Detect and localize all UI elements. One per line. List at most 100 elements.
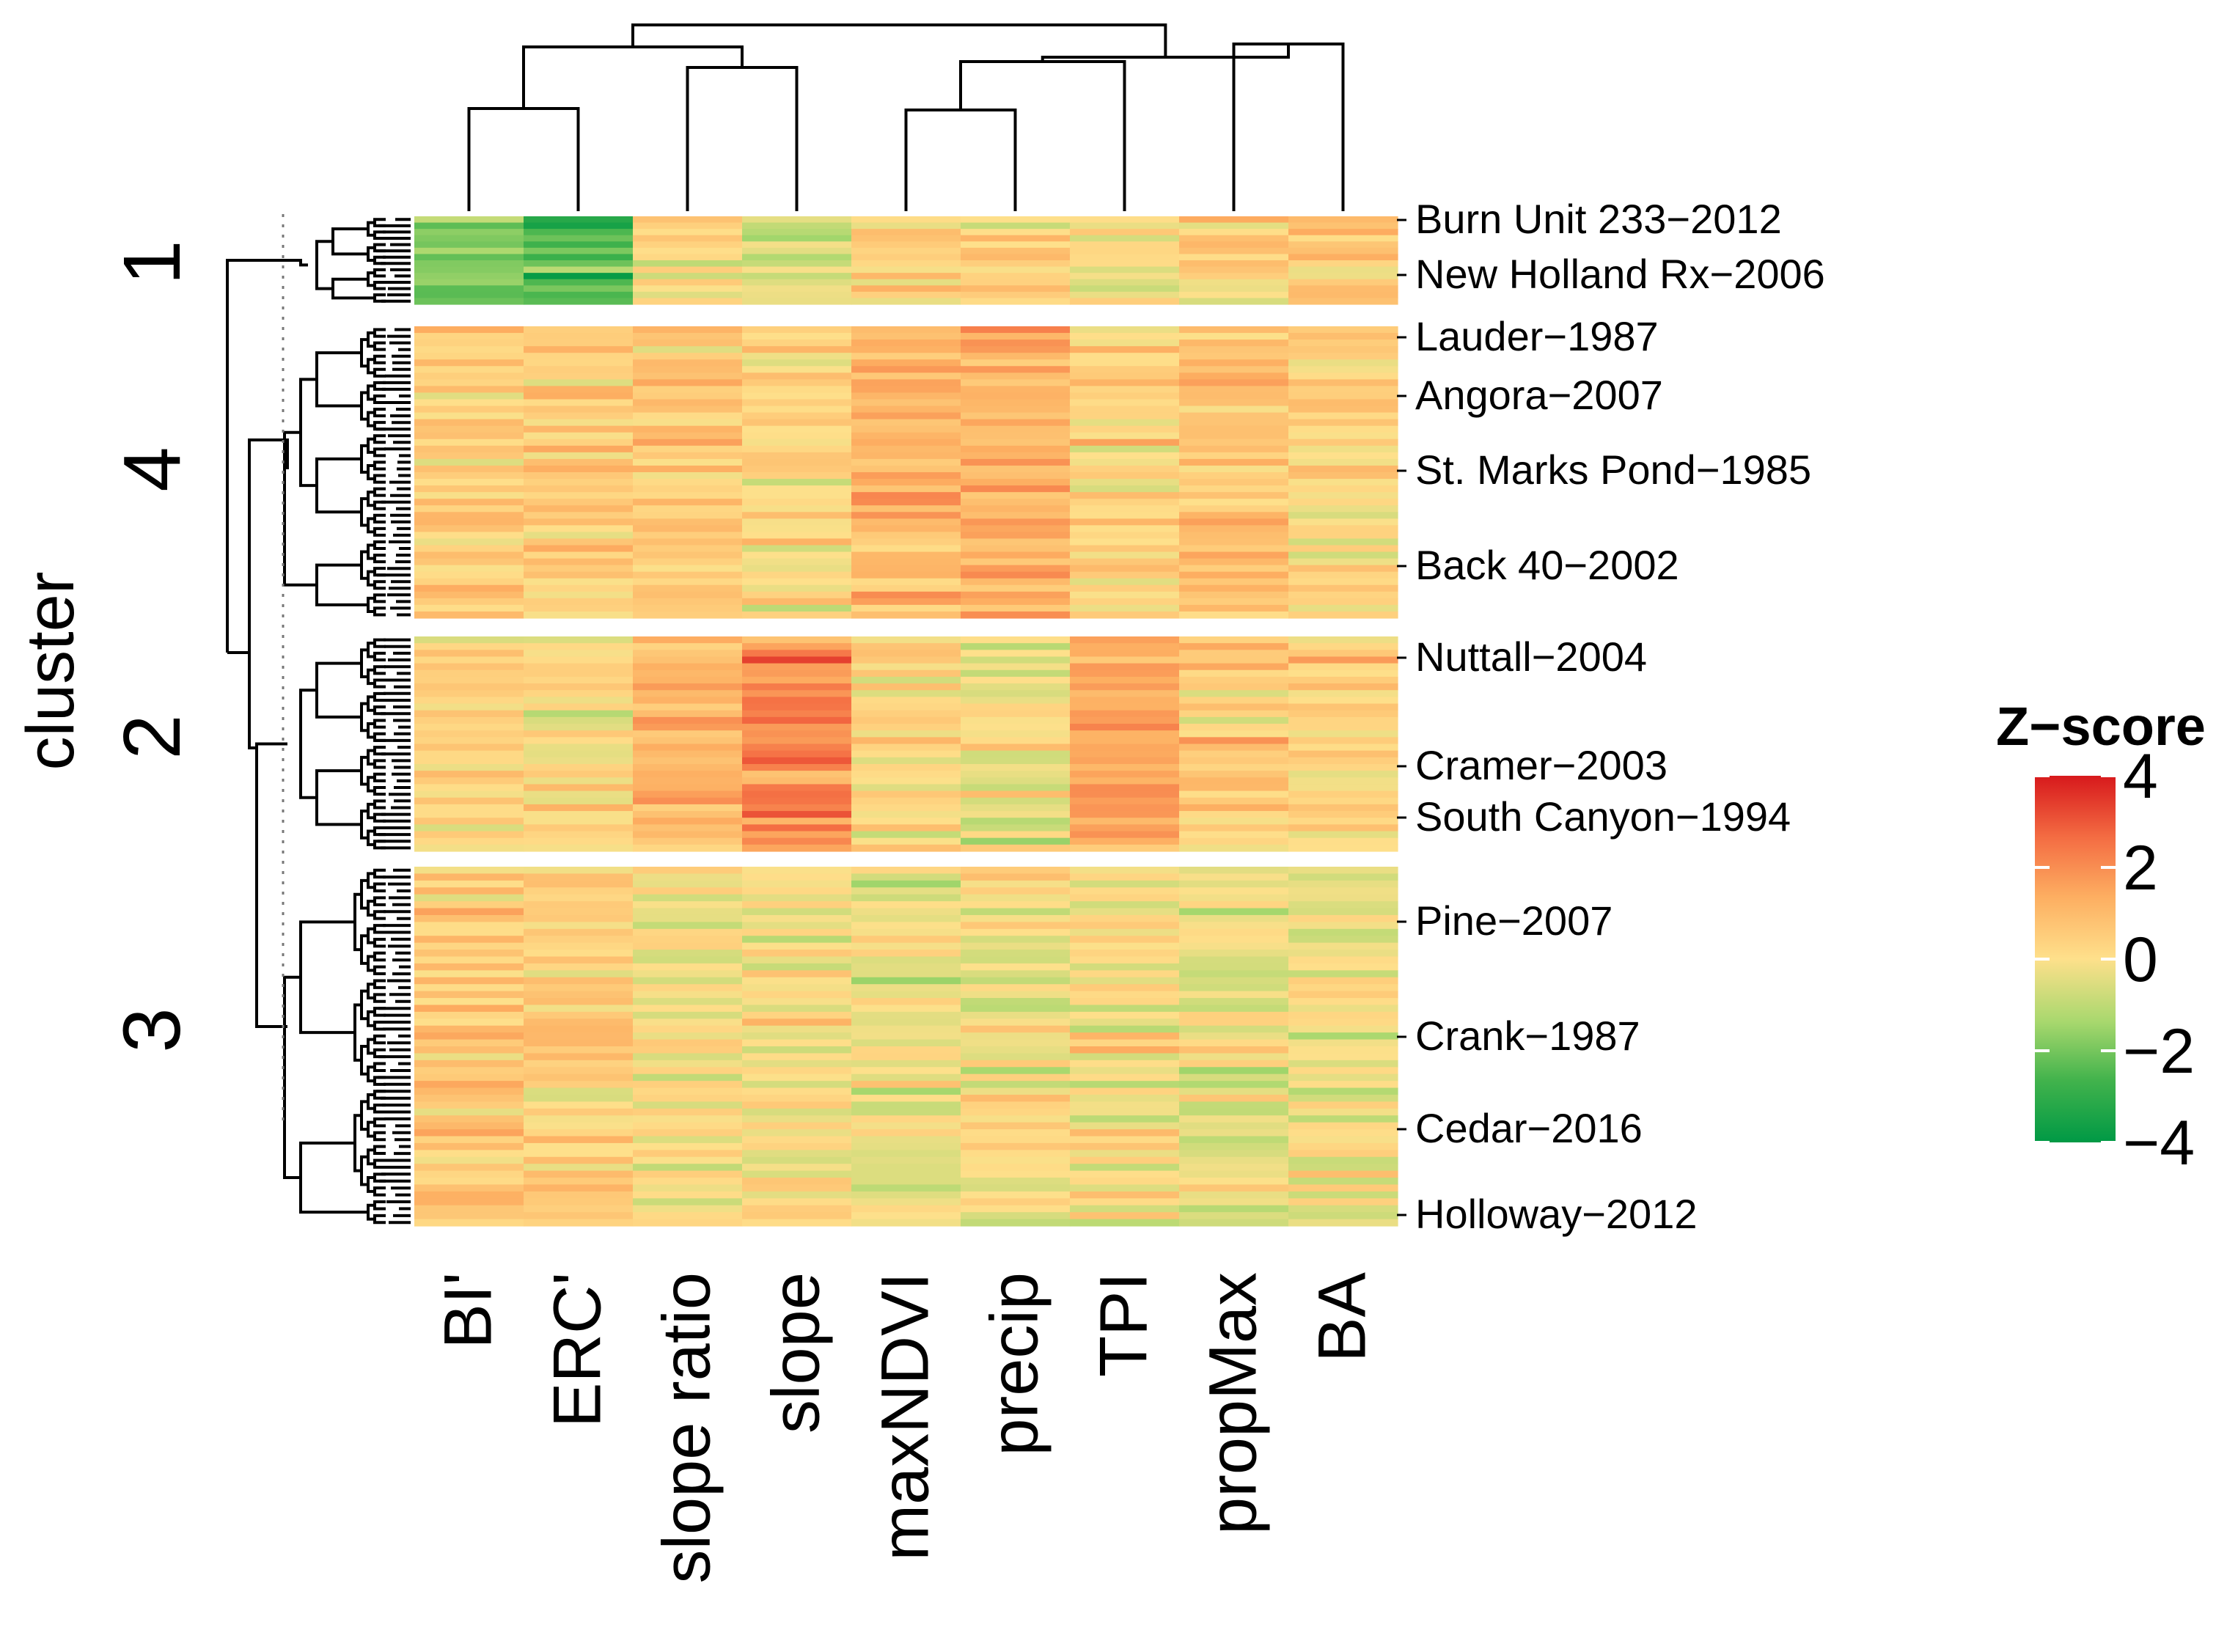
heatmap-cell [742, 1011, 852, 1019]
heatmap-cell [414, 1108, 524, 1116]
heatmap-cell [1070, 372, 1180, 380]
heatmap-cell [1070, 784, 1180, 792]
heatmap-cell [851, 565, 961, 573]
heatmap-cell [961, 730, 1071, 738]
heatmap-cell [414, 266, 524, 274]
heatmap-cell [524, 763, 634, 771]
heatmap-cell [1288, 784, 1398, 792]
heatmap-cell [1179, 837, 1289, 845]
heatmap-cell [851, 636, 961, 644]
heatmap-cell [414, 1164, 524, 1172]
heatmap-cell [633, 379, 743, 387]
dendrogram-link [373, 1048, 386, 1059]
heatmap-cell [1288, 333, 1398, 340]
dendrogram-link [373, 580, 386, 590]
heatmap-cell [1288, 950, 1398, 958]
heatmap-cell [1288, 366, 1398, 373]
heatmap-cell [961, 465, 1071, 473]
heatmap-cell [1288, 505, 1398, 513]
heatmap-cell [1070, 235, 1180, 242]
heatmap-cell [633, 1094, 743, 1102]
heatmap-cell [742, 611, 852, 619]
heatmap-cell [524, 970, 634, 978]
heatmap-cell [1179, 663, 1289, 671]
dendrogram-link [373, 1104, 386, 1114]
heatmap-cell [742, 386, 852, 394]
heatmap-cell [524, 1025, 634, 1033]
heatmap-cell [633, 956, 743, 964]
heatmap-cell [742, 438, 852, 447]
heatmap-cell [961, 744, 1071, 752]
heatmap-cell [742, 499, 852, 506]
dendrogram-link [373, 1186, 386, 1197]
heatmap-cell [961, 438, 1071, 447]
heatmap-cell [633, 452, 743, 460]
heatmap-cell [1288, 818, 1398, 825]
dendrogram-link [373, 255, 386, 265]
heatmap-cell [961, 339, 1071, 347]
heatmap-cell [414, 730, 524, 738]
heatmap-cell [851, 777, 961, 785]
heatmap-cell [524, 445, 634, 453]
heatmap-cell [961, 458, 1071, 466]
dendrogram-link [373, 1117, 386, 1128]
heatmap-cell [1179, 1115, 1289, 1123]
heatmap-cell [633, 683, 743, 691]
heatmap-cell [1179, 724, 1289, 731]
heatmap-cell [742, 291, 852, 299]
heatmap-cell [851, 538, 961, 546]
heatmap-cell [1288, 824, 1398, 832]
heatmap-cell [1070, 479, 1180, 486]
heatmap-cell [1288, 650, 1398, 658]
heatmap-cell [1288, 643, 1398, 650]
heatmap-cell [742, 1129, 852, 1137]
heatmap-cell [961, 1164, 1071, 1172]
heatmap-cell [961, 824, 1071, 832]
heatmap-cell [524, 551, 634, 559]
heatmap-cell [851, 1142, 961, 1150]
dendrogram-link [373, 1034, 386, 1045]
heatmap-cell [633, 676, 743, 684]
heatmap-cell [1179, 273, 1289, 280]
heatmap-cell [851, 518, 961, 526]
heatmap-cell [851, 750, 961, 758]
heatmap-cell [851, 901, 961, 909]
heatmap-cell [1070, 690, 1180, 698]
heatmap-cell [524, 611, 634, 619]
heatmap-cell [1070, 266, 1180, 274]
heatmap-cell [851, 222, 961, 230]
dendrogram-link [373, 513, 386, 524]
heatmap-cell [1179, 970, 1289, 978]
heatmap-cell [961, 1150, 1071, 1158]
dendrogram-link [373, 826, 386, 837]
row-label: Crank−1987 [1415, 1013, 1640, 1059]
heatmap-cell [961, 831, 1071, 839]
heatmap-cell [1179, 399, 1289, 407]
dendrogram-link [373, 367, 386, 378]
heatmap-cell [633, 419, 743, 427]
heatmap-cell [961, 1136, 1071, 1144]
legend-tick-label: 2 [2123, 833, 2158, 903]
heatmap-cell [1070, 928, 1180, 936]
heatmap-cell [1070, 1198, 1180, 1206]
heatmap-cell [961, 690, 1071, 698]
dendrogram-link [373, 965, 386, 976]
heatmap-cell [524, 359, 634, 367]
heatmap-cell [1288, 656, 1398, 664]
heatmap-cells [414, 216, 1398, 1227]
heatmap-cell [414, 790, 524, 799]
heatmap-cell [414, 260, 524, 268]
heatmap-cell [524, 894, 634, 902]
heatmap-cell [414, 804, 524, 812]
heatmap-cell [961, 984, 1071, 992]
dendrogram-link [373, 812, 386, 823]
heatmap-cell [633, 1122, 743, 1130]
heatmap-cell [524, 757, 634, 765]
heatmap-cell [414, 1178, 524, 1186]
heatmap-cell [1288, 584, 1398, 592]
heatmap-cell [414, 824, 524, 832]
heatmap-cell [851, 1046, 961, 1054]
heatmap-cell [1288, 1212, 1398, 1220]
heatmap-cell [524, 963, 634, 971]
heatmap-cell [961, 1087, 1071, 1095]
